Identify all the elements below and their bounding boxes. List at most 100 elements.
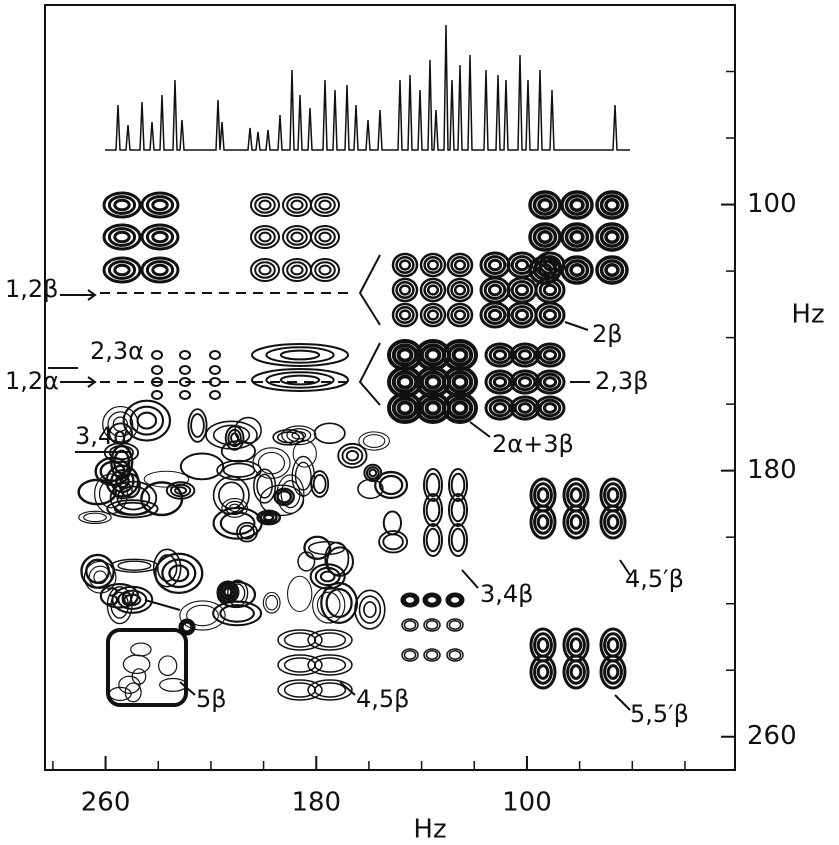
contour-peak — [424, 347, 442, 363]
leader-line — [144, 599, 181, 611]
contour-peak — [396, 347, 414, 363]
contour-peak — [107, 195, 137, 215]
contour-peak — [318, 231, 332, 243]
contour-peak — [560, 222, 594, 252]
contour-peak — [316, 591, 341, 619]
contour-peak — [517, 376, 533, 388]
contour-peak — [564, 259, 590, 281]
contour-peak — [538, 345, 562, 365]
contour-peak — [603, 509, 623, 535]
contour-peak — [599, 226, 625, 248]
contour-peak — [265, 371, 335, 389]
contour-peak — [283, 657, 317, 673]
leader-line — [619, 559, 631, 576]
contour-peak — [529, 504, 557, 540]
contour-peak — [161, 558, 197, 589]
contour-peak — [113, 230, 131, 244]
leader-line — [469, 421, 491, 438]
contour-peak — [514, 308, 530, 322]
contour-peak — [281, 425, 317, 446]
contour-peak — [239, 524, 255, 540]
contour-peak — [318, 199, 332, 211]
contour-peak — [279, 349, 321, 361]
contour-peak — [212, 424, 251, 446]
contour-peak — [569, 514, 583, 530]
contour-peak — [423, 256, 443, 274]
contour-peak — [569, 263, 585, 277]
contour-peak — [536, 514, 550, 530]
contour-peak — [426, 284, 440, 296]
contour-peak — [604, 263, 620, 277]
contour-peak — [319, 570, 336, 583]
contour-peak — [483, 280, 507, 300]
contour-peak — [538, 398, 562, 418]
contour-peak — [227, 579, 249, 607]
contour-peak — [562, 504, 590, 540]
contour-peak — [382, 533, 404, 551]
contour-peak — [140, 256, 180, 284]
contour-peak — [517, 402, 533, 414]
contour-peak — [442, 392, 478, 424]
contour-peak — [94, 456, 131, 487]
contour-peak — [107, 411, 134, 438]
contour-peak — [398, 309, 412, 321]
annotation: 2,3α — [90, 337, 144, 365]
contour-peak — [251, 368, 349, 392]
contour-peak — [280, 479, 301, 509]
contour-peak — [140, 223, 180, 251]
contour-peak — [564, 226, 590, 248]
contour-peak — [538, 255, 562, 275]
contour-peak — [151, 365, 163, 375]
contour-peak — [423, 468, 443, 502]
contour-peak — [448, 523, 468, 557]
contour-peak — [599, 654, 627, 690]
contour-peak — [453, 259, 467, 271]
contour-peak — [378, 530, 409, 554]
annotation: 4,5′β — [625, 565, 684, 593]
contour-peak — [419, 277, 447, 303]
contour-peak — [314, 261, 336, 279]
contour-peak — [179, 377, 191, 387]
contour-peak — [378, 474, 404, 496]
annotation: 2β — [592, 320, 623, 348]
contour-peak — [222, 462, 256, 478]
contour-peak — [532, 194, 558, 216]
contour-peak — [222, 586, 234, 598]
contour-peak — [419, 252, 447, 278]
contour-peak — [152, 548, 182, 588]
contour-peak — [534, 369, 566, 395]
contour-peak — [310, 470, 330, 498]
contour-peak — [216, 459, 262, 481]
contour-peak — [538, 305, 562, 325]
contour-peak — [102, 256, 142, 284]
contour-peak — [606, 514, 620, 530]
contour-peak — [368, 468, 378, 478]
contour-peak — [318, 264, 332, 276]
contour-peak — [250, 258, 280, 282]
contour-peak — [606, 637, 620, 653]
contour-peak — [423, 618, 441, 632]
contour-peak — [187, 408, 208, 443]
contour-peak — [179, 365, 191, 375]
contour-peak — [391, 277, 419, 303]
contour-peak — [220, 440, 256, 463]
contour-peak — [358, 431, 390, 451]
contour-peak — [209, 377, 221, 387]
contour-peak — [483, 255, 507, 275]
contour-peak — [310, 225, 340, 249]
contour-peak — [169, 483, 192, 498]
contour-peak — [606, 664, 620, 680]
contour-peak — [107, 227, 137, 247]
contour-peak — [93, 570, 108, 585]
contour-peak — [258, 199, 272, 211]
contour-peak — [276, 431, 300, 444]
contour-peak — [425, 527, 441, 553]
contour-peak — [99, 460, 126, 483]
contour-peak — [145, 227, 175, 247]
contour-peak — [209, 390, 221, 400]
contour-peak — [395, 256, 415, 274]
contour-peak — [174, 486, 188, 495]
contour-peak — [363, 463, 383, 483]
contour-peak — [179, 452, 225, 481]
contour-peak — [303, 535, 332, 560]
